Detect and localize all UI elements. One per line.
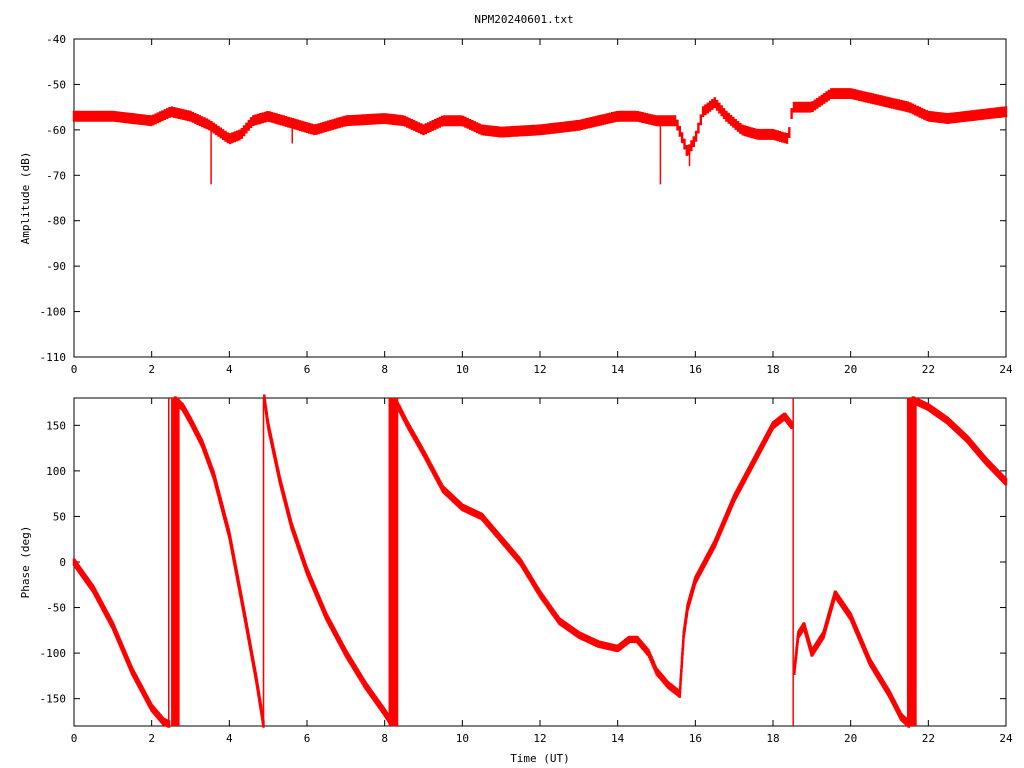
y-tick-label: -60 xyxy=(46,124,66,137)
phase-wrap-band xyxy=(167,398,170,726)
phase-series xyxy=(72,394,1008,728)
y-tick-label: -150 xyxy=(40,693,67,706)
phase-trace-segment xyxy=(395,398,681,698)
phase-wrap-band xyxy=(906,398,917,726)
x-tick-label: 18 xyxy=(766,732,779,745)
x-tick-label: 6 xyxy=(304,363,311,376)
y-tick-label: 100 xyxy=(46,465,66,478)
amplitude-panel: 0 2 4 6 8 10 12 14 16 18 20 22 24-110-100-90-80-70-6… xyxy=(19,33,1013,376)
x-tick-label: 6 xyxy=(304,732,311,745)
x-tick-label: 24 xyxy=(999,732,1013,745)
x-tick-label: 22 xyxy=(922,363,935,376)
x-tick-label: 4 xyxy=(226,363,233,376)
y-tick-label: -100 xyxy=(40,306,67,319)
phase-wrap-band xyxy=(262,398,265,726)
phase-ticks: 0 2 4 6 8 10 12 14 16 18 20 22 24-150-100-5005010015… xyxy=(40,398,1013,745)
x-tick-label: 20 xyxy=(844,363,857,376)
phase-wrap-band xyxy=(388,398,399,726)
y-tick-label: 0 xyxy=(59,556,66,569)
phase-wrap-band xyxy=(792,398,794,726)
x-tick-label: 16 xyxy=(689,732,702,745)
phase-trace-segment xyxy=(793,590,911,728)
phase-trace-segment xyxy=(173,396,265,728)
x-tick-label: 0 xyxy=(71,363,78,376)
x-tick-label: 8 xyxy=(381,732,388,745)
amplitude-y-axis-label: Amplitude (dB) xyxy=(19,152,32,245)
x-tick-label: 14 xyxy=(611,732,625,745)
x-tick-label: 24 xyxy=(999,363,1013,376)
y-tick-label: -40 xyxy=(46,33,66,46)
y-tick-label: -50 xyxy=(46,602,66,615)
phase-wrap-band xyxy=(171,398,180,726)
y-tick-label: 50 xyxy=(53,510,66,523)
phase-panel: 0 2 4 6 8 10 12 14 16 18 20 22 24-150-100-5005010015… xyxy=(19,394,1013,765)
x-tick-label: 0 xyxy=(71,732,78,745)
y-tick-label: -110 xyxy=(40,351,67,364)
y-tick-label: 150 xyxy=(46,419,66,432)
phase-trace-segment xyxy=(678,412,793,698)
x-tick-label: 10 xyxy=(456,732,469,745)
amplitude-trace xyxy=(72,88,1008,156)
y-tick-label: -70 xyxy=(46,169,66,182)
x-tick-label: 12 xyxy=(533,363,546,376)
x-tick-label: 14 xyxy=(611,363,625,376)
amplitude-series xyxy=(72,88,1008,185)
x-tick-label: 8 xyxy=(381,363,388,376)
phase-trace-segment xyxy=(911,396,1008,486)
x-tick-label: 22 xyxy=(922,732,935,745)
phase-y-axis-label: Phase (deg) xyxy=(19,526,32,599)
chart-title: NPM20240601.txt xyxy=(474,13,573,26)
x-tick-label: 2 xyxy=(148,363,155,376)
phase-trace-segment xyxy=(263,394,392,726)
phase-x-axis-label: Time (UT) xyxy=(510,752,570,765)
x-tick-label: 10 xyxy=(456,363,469,376)
y-tick-label: -50 xyxy=(46,78,66,91)
x-tick-label: 18 xyxy=(766,363,779,376)
y-tick-label: -100 xyxy=(40,647,67,660)
x-tick-label: 16 xyxy=(689,363,702,376)
x-tick-label: 4 xyxy=(226,732,233,745)
phase-trace-segment xyxy=(72,558,171,728)
y-tick-label: -80 xyxy=(46,215,66,228)
y-tick-label: -90 xyxy=(46,260,66,273)
x-tick-label: 2 xyxy=(148,732,155,745)
x-tick-label: 20 xyxy=(844,732,857,745)
phase-plot-frame xyxy=(73,397,1007,727)
amplitude-ticks: 0 2 4 6 8 10 12 14 16 18 20 22 24-110-100-90-80-70-6… xyxy=(40,33,1013,376)
x-tick-label: 12 xyxy=(533,732,546,745)
amplitude-plot-frame xyxy=(73,38,1007,358)
